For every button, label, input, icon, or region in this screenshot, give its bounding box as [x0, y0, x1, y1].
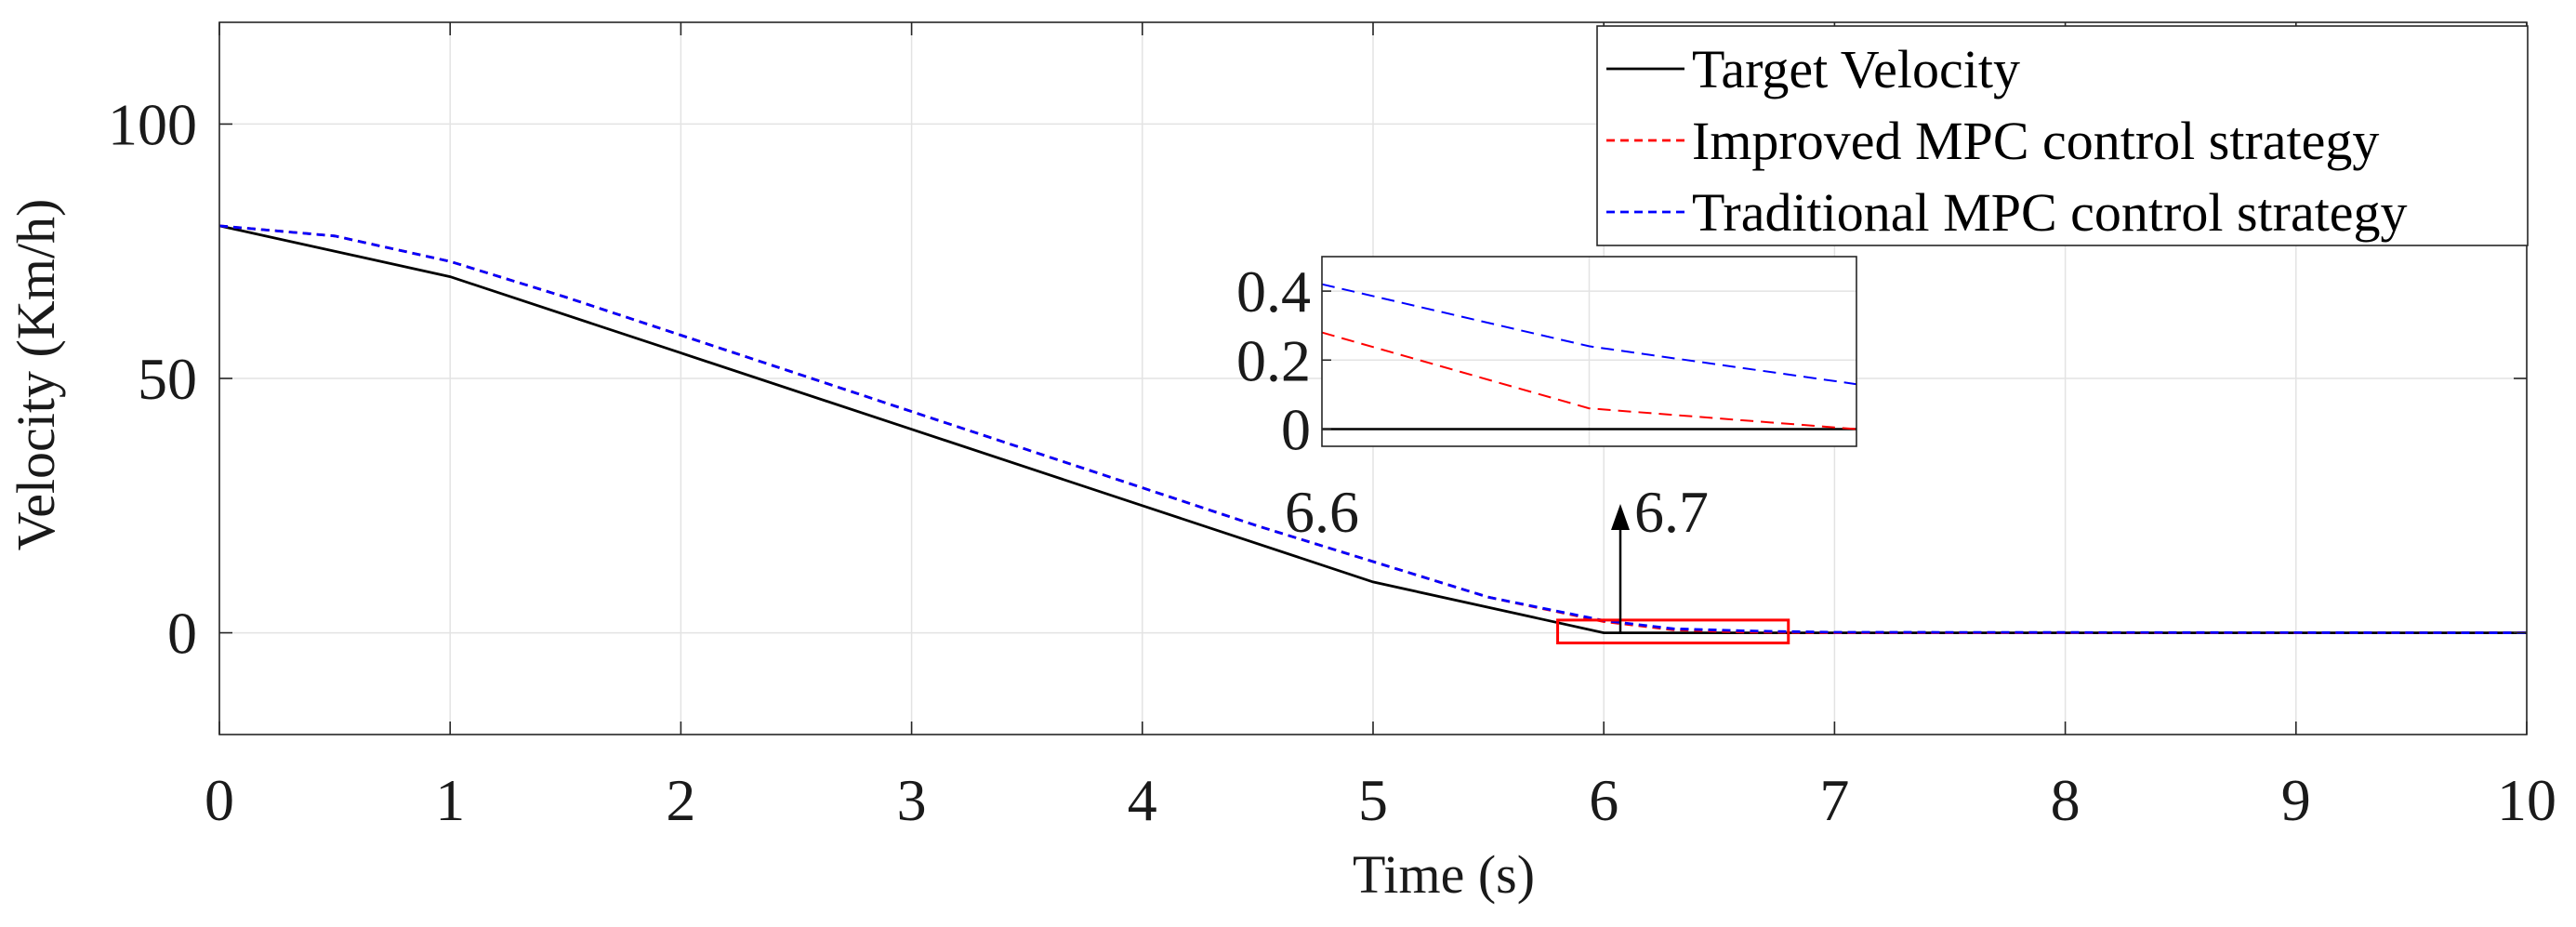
annotation-6-7: 6.7: [1634, 479, 1709, 545]
x-tick-label: 8: [2051, 767, 2081, 833]
x-tick-label: 10: [2497, 767, 2556, 833]
inset-series-lines: [1321, 283, 1857, 430]
y-tick-label: 100: [108, 91, 197, 157]
legend-box: [1596, 25, 2529, 246]
x-tick-label: 5: [1358, 767, 1388, 833]
x-axis-label: Time (s): [1353, 844, 1535, 905]
x-tick-label: 7: [1819, 767, 1849, 833]
x-tick-label: 4: [1128, 767, 1157, 833]
legend-label-1: Improved MPC control strategy: [1692, 111, 2379, 171]
inset-frame: [1321, 256, 1857, 447]
y-tick-label: 50: [138, 346, 197, 412]
legend: Target Velocity Improved MPC control stra…: [1596, 25, 2529, 246]
series-lines: [218, 224, 2528, 634]
y-axis-label: Velocity (Km/h): [6, 199, 66, 551]
x-tick-label: 1: [435, 767, 465, 833]
legend-label-0: Target Velocity: [1692, 39, 2020, 99]
series-line-0: [218, 224, 2527, 634]
inset-series-line-1: [1321, 331, 1857, 430]
inset-y-tick-label: 0.4: [1236, 258, 1311, 324]
x-tick-label: 2: [666, 767, 695, 833]
x-tick-label: 0: [205, 767, 234, 833]
inset-y-tick-label: 0.2: [1236, 327, 1311, 393]
annotation-arrow-head: [1611, 504, 1630, 530]
inset-y-ticks: 00.20.4: [1236, 258, 1331, 462]
legend-label-2: Traditional MPC control strategy: [1692, 182, 2408, 243]
series-line-2: [218, 224, 2528, 634]
inset-y-tick-label: 0: [1281, 396, 1311, 462]
x-tick-label: 9: [2281, 767, 2311, 833]
annotation-6-6: 6.6: [1285, 479, 1359, 545]
inset-zoom-plot: 00.20.4: [1236, 256, 1857, 462]
zoom-box: [1556, 618, 1790, 645]
x-tick-label: 3: [897, 767, 927, 833]
x-tick-label: 6: [1589, 767, 1618, 833]
annotations: 6.6 6.7: [1285, 479, 1709, 632]
y-tick-label: 0: [167, 601, 197, 667]
inset-series-line-2: [1321, 283, 1857, 386]
